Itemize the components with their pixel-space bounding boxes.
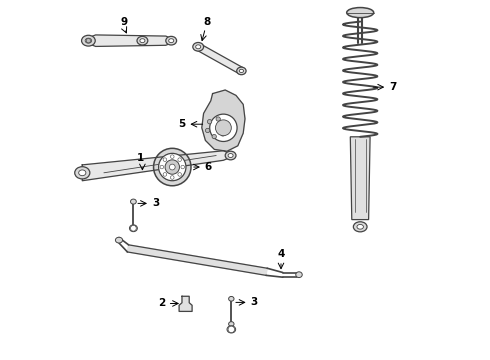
Circle shape <box>171 155 174 158</box>
Circle shape <box>130 225 136 231</box>
Circle shape <box>181 165 185 169</box>
Ellipse shape <box>74 167 90 179</box>
Circle shape <box>153 148 191 186</box>
Ellipse shape <box>227 326 236 333</box>
Text: 4: 4 <box>277 249 285 259</box>
Polygon shape <box>82 151 231 181</box>
Ellipse shape <box>353 222 367 232</box>
Ellipse shape <box>296 272 302 278</box>
Circle shape <box>228 326 235 333</box>
Circle shape <box>216 117 220 121</box>
Ellipse shape <box>79 170 86 176</box>
Ellipse shape <box>140 39 145 43</box>
Circle shape <box>205 128 210 132</box>
Polygon shape <box>179 296 192 311</box>
Polygon shape <box>350 137 370 220</box>
Ellipse shape <box>193 42 204 51</box>
Text: 3: 3 <box>152 198 159 208</box>
Circle shape <box>86 39 91 43</box>
Circle shape <box>220 132 225 136</box>
Text: 9: 9 <box>120 17 127 27</box>
Ellipse shape <box>357 225 364 229</box>
Ellipse shape <box>116 237 122 243</box>
Circle shape <box>163 158 167 161</box>
Ellipse shape <box>137 36 148 45</box>
Circle shape <box>178 173 181 176</box>
Ellipse shape <box>228 154 233 158</box>
Ellipse shape <box>229 322 234 326</box>
Ellipse shape <box>166 36 176 45</box>
Text: 8: 8 <box>203 17 211 27</box>
Text: 3: 3 <box>250 297 258 307</box>
Ellipse shape <box>196 45 201 49</box>
Ellipse shape <box>81 35 95 46</box>
Polygon shape <box>127 245 267 275</box>
Ellipse shape <box>169 39 174 43</box>
Text: 5: 5 <box>178 119 186 129</box>
Ellipse shape <box>347 8 374 18</box>
Circle shape <box>171 176 174 179</box>
Ellipse shape <box>239 69 244 73</box>
Ellipse shape <box>129 225 137 232</box>
Circle shape <box>216 120 231 136</box>
Text: 2: 2 <box>159 298 166 309</box>
Circle shape <box>170 164 175 170</box>
Ellipse shape <box>237 67 246 75</box>
Circle shape <box>159 153 186 181</box>
Polygon shape <box>196 44 243 74</box>
Circle shape <box>163 173 167 176</box>
Circle shape <box>222 123 227 127</box>
Circle shape <box>212 134 217 139</box>
Ellipse shape <box>229 297 234 301</box>
Polygon shape <box>202 90 245 151</box>
Circle shape <box>210 114 237 141</box>
Text: 7: 7 <box>389 82 396 92</box>
Circle shape <box>178 158 181 161</box>
Polygon shape <box>88 35 171 46</box>
Text: 1: 1 <box>137 153 144 163</box>
Circle shape <box>160 165 164 169</box>
Ellipse shape <box>85 38 92 43</box>
Circle shape <box>207 120 212 124</box>
Ellipse shape <box>225 151 236 160</box>
Text: 6: 6 <box>205 162 212 172</box>
Ellipse shape <box>130 199 136 204</box>
Circle shape <box>165 160 179 174</box>
